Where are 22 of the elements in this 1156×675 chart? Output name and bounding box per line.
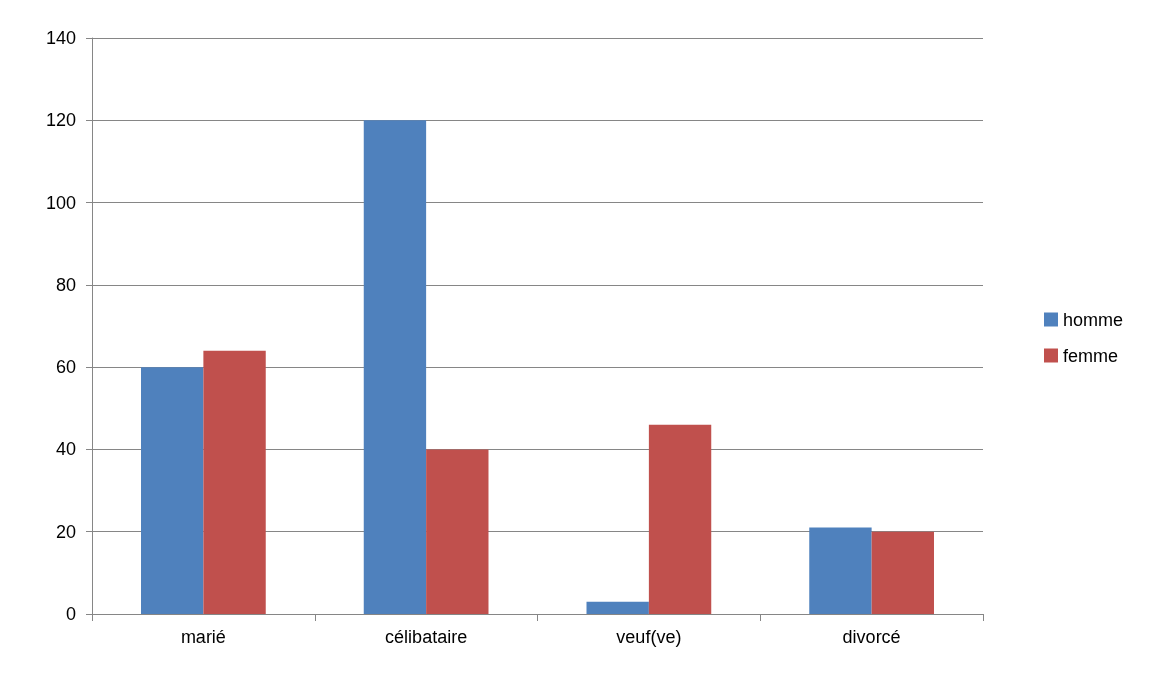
bar xyxy=(648,424,712,614)
x-tick-label: célibataire xyxy=(385,627,468,647)
bar xyxy=(871,531,934,614)
bar xyxy=(203,350,266,614)
y-tick-label: 60 xyxy=(55,357,76,378)
bar xyxy=(141,367,204,614)
y-tick-label: 80 xyxy=(55,274,76,295)
x-tick-label: marié xyxy=(180,627,226,647)
bar xyxy=(426,449,489,614)
bar xyxy=(809,527,872,614)
bar xyxy=(363,120,427,614)
y-tick-label: 100 xyxy=(45,192,76,213)
y-tick-label: 0 xyxy=(65,604,76,624)
y-tick-label: 40 xyxy=(55,439,76,460)
x-tick-label: divorcé xyxy=(842,627,901,647)
y-tick-label: 140 xyxy=(45,28,76,48)
y-tick-label: 120 xyxy=(45,110,76,131)
legend-label: femme xyxy=(1062,345,1118,366)
x-tick-label: veuf(ve) xyxy=(616,627,682,647)
y-tick-label: 20 xyxy=(55,521,76,542)
bar xyxy=(586,601,649,614)
legend-label: homme xyxy=(1062,309,1124,330)
